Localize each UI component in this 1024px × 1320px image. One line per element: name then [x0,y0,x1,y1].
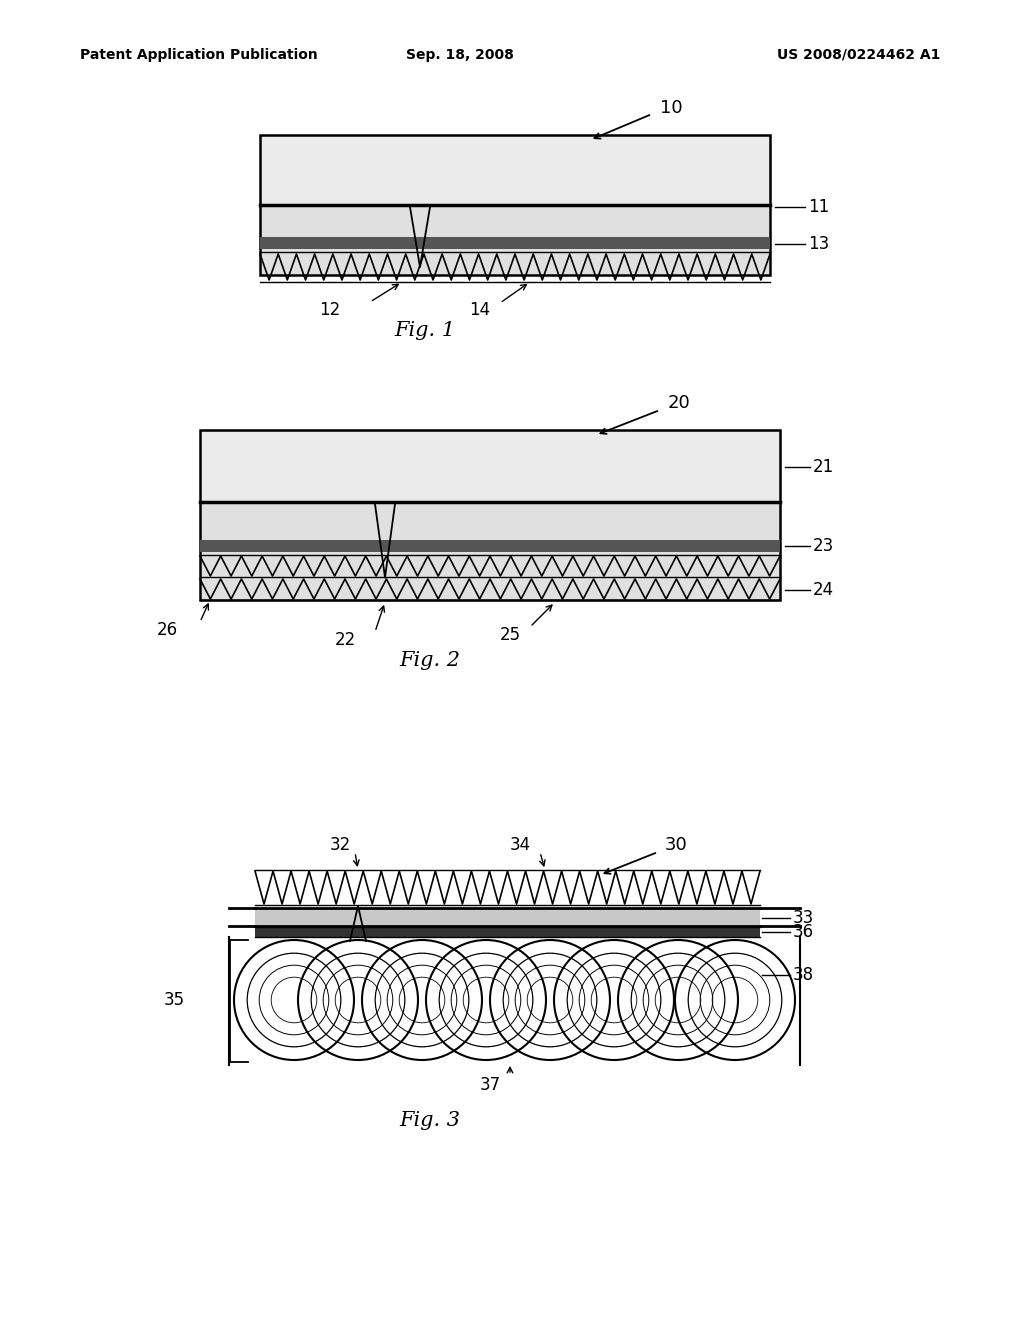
Text: 22: 22 [335,631,355,649]
Text: 33: 33 [793,909,814,927]
Text: 32: 32 [330,836,350,854]
Text: 24: 24 [813,581,835,599]
Text: 25: 25 [500,626,520,644]
Bar [200,430,780,601]
Text: Sep. 18, 2008: Sep. 18, 2008 [407,48,514,62]
Bar [260,238,770,249]
Bar [200,540,780,552]
Bar [255,927,760,937]
Text: 30: 30 [665,836,688,854]
Text: 35: 35 [164,991,185,1008]
Text: Fig. 3: Fig. 3 [399,1110,461,1130]
Text: 21: 21 [813,458,835,477]
Bar [260,135,770,275]
Text: Fig. 2: Fig. 2 [399,651,461,669]
Text: 38: 38 [793,966,814,983]
Text: US 2008/0224462 A1: US 2008/0224462 A1 [776,48,940,62]
Text: Fig. 1: Fig. 1 [394,321,456,339]
Text: 36: 36 [793,923,814,941]
Text: 26: 26 [157,620,178,639]
Text: 10: 10 [660,99,683,117]
Text: 23: 23 [813,537,835,554]
Text: 11: 11 [808,198,829,216]
Bar [261,136,768,205]
Text: 20: 20 [668,393,691,412]
Bar [202,432,778,502]
Text: 34: 34 [509,836,530,854]
Text: 13: 13 [808,235,829,253]
Text: Patent Application Publication: Patent Application Publication [80,48,317,62]
Text: 12: 12 [319,301,341,319]
Text: 14: 14 [469,301,490,319]
Bar [255,908,760,927]
Text: 37: 37 [479,1076,501,1094]
